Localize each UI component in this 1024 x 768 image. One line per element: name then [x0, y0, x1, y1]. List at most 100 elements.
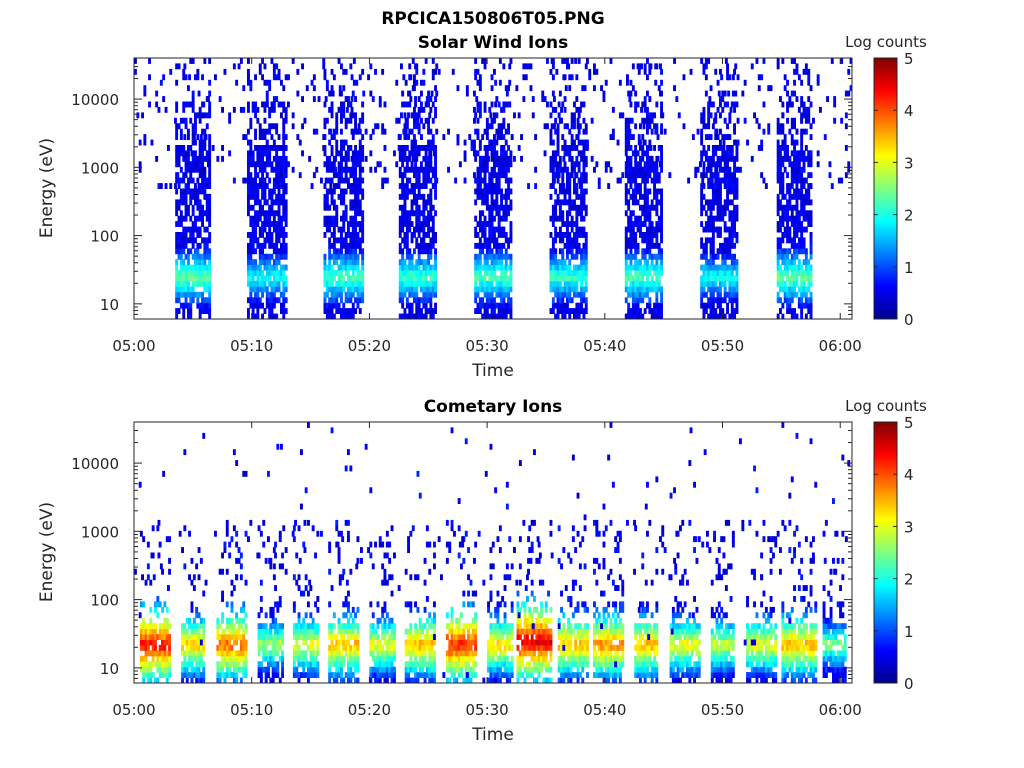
heatmap-cell	[340, 215, 343, 222]
heatmap-cell	[733, 166, 736, 173]
heatmap-cell	[216, 617, 220, 624]
heatmap-cell	[335, 172, 339, 179]
heatmap-cell	[149, 617, 153, 624]
heatmap-cell	[415, 308, 419, 314]
heatmap-cell	[221, 639, 224, 646]
heatmap-cell	[504, 85, 508, 92]
heatmap-cell	[420, 275, 423, 282]
heatmap-cell	[602, 90, 606, 97]
heatmap-cell	[500, 313, 503, 319]
heatmap-cell	[194, 128, 197, 135]
heatmap-cell	[707, 313, 711, 319]
heatmap-cell	[483, 226, 487, 233]
heatmap-cell	[337, 275, 341, 282]
heatmap-cell	[205, 264, 209, 271]
heatmap-cell	[358, 270, 362, 276]
heatmap-cell	[584, 253, 588, 260]
heatmap-cell	[733, 264, 736, 271]
heatmap-cell	[648, 139, 652, 146]
heatmap-cell	[203, 248, 207, 255]
heatmap-cell	[268, 106, 272, 113]
heatmap-cell	[709, 112, 713, 119]
heatmap-cell	[415, 313, 419, 319]
heatmap-cell	[232, 177, 236, 184]
heatmap-cell	[211, 145, 215, 151]
heatmap-cell	[182, 286, 186, 293]
heatmap-cell	[191, 270, 195, 276]
heatmap-cell	[189, 297, 193, 304]
heatmap-cell	[188, 623, 191, 630]
heatmap-cell	[254, 166, 257, 173]
heatmap-cell	[203, 188, 207, 195]
heatmap-cell	[258, 166, 262, 173]
heatmap-cell	[509, 259, 513, 266]
heatmap-cell	[776, 264, 780, 271]
heatmap-cell	[330, 199, 334, 206]
heatmap-cell	[726, 101, 729, 108]
heatmap-cell	[570, 58, 574, 64]
heatmap-cell	[716, 155, 720, 162]
heatmap-cell	[509, 286, 513, 293]
heatmap-cell	[655, 199, 659, 206]
heatmap-cell	[188, 639, 191, 646]
heatmap-cell	[573, 101, 576, 108]
heatmap-cell	[328, 280, 332, 287]
heatmap-cell	[568, 177, 572, 184]
heatmap-cell	[268, 237, 272, 244]
heatmap-cell	[347, 101, 350, 108]
heatmap-cell	[347, 286, 350, 293]
heatmap-cell	[721, 270, 725, 276]
heatmap-cell	[258, 286, 262, 293]
heatmap-cell	[415, 210, 419, 217]
heatmap-cell	[364, 128, 368, 135]
heatmap-cell	[488, 297, 492, 304]
heatmap-cell	[424, 199, 428, 206]
heatmap-cell	[332, 215, 336, 222]
heatmap-cell	[263, 242, 267, 249]
heatmap-cell	[168, 623, 171, 630]
heatmap-cell	[566, 166, 569, 173]
heatmap-cell	[383, 145, 387, 151]
heatmap-cell	[730, 188, 734, 195]
heatmap-cell	[783, 226, 787, 233]
heatmap-cell	[179, 128, 183, 135]
heatmap-cell	[566, 226, 569, 233]
heatmap-cell	[195, 661, 199, 668]
heatmap-cell	[358, 74, 362, 81]
heatmap-cell	[185, 661, 189, 668]
heatmap-cell	[624, 210, 628, 217]
heatmap-cell	[330, 215, 334, 222]
heatmap-cell	[270, 210, 274, 217]
heatmap-cell	[517, 112, 521, 119]
heatmap-cell	[184, 253, 188, 260]
heatmap-cell	[643, 161, 647, 168]
heatmap-cell	[804, 275, 808, 282]
heatmap-cell	[655, 280, 659, 287]
heatmap-cell	[218, 639, 222, 646]
heatmap-cell	[214, 74, 217, 81]
heatmap-cell	[256, 210, 260, 217]
heatmap-cell	[181, 661, 184, 668]
heatmap-cell	[582, 166, 586, 173]
heatmap-cell	[427, 128, 430, 135]
heatmap-cell	[358, 145, 362, 151]
heatmap-cell	[182, 264, 186, 271]
heatmap-cell	[249, 221, 253, 227]
heatmap-cell	[196, 253, 200, 260]
heatmap-cell	[263, 253, 267, 260]
heatmap-cell	[146, 672, 150, 678]
heatmap-cell	[398, 183, 402, 189]
heatmap-cell	[194, 155, 197, 162]
heatmap-cell	[797, 270, 801, 276]
heatmap-cell	[485, 264, 489, 271]
heatmap-cell	[551, 161, 555, 168]
heatmap-cell	[442, 134, 446, 140]
heatmap-cell	[142, 628, 146, 635]
heatmap-cell	[165, 666, 169, 673]
heatmap-cell	[197, 639, 201, 646]
heatmap-cell	[196, 68, 200, 75]
heatmap-cell	[490, 123, 494, 130]
heatmap-cell	[568, 280, 572, 287]
heatmap-cell	[415, 150, 419, 157]
heatmap-cell	[646, 188, 649, 195]
